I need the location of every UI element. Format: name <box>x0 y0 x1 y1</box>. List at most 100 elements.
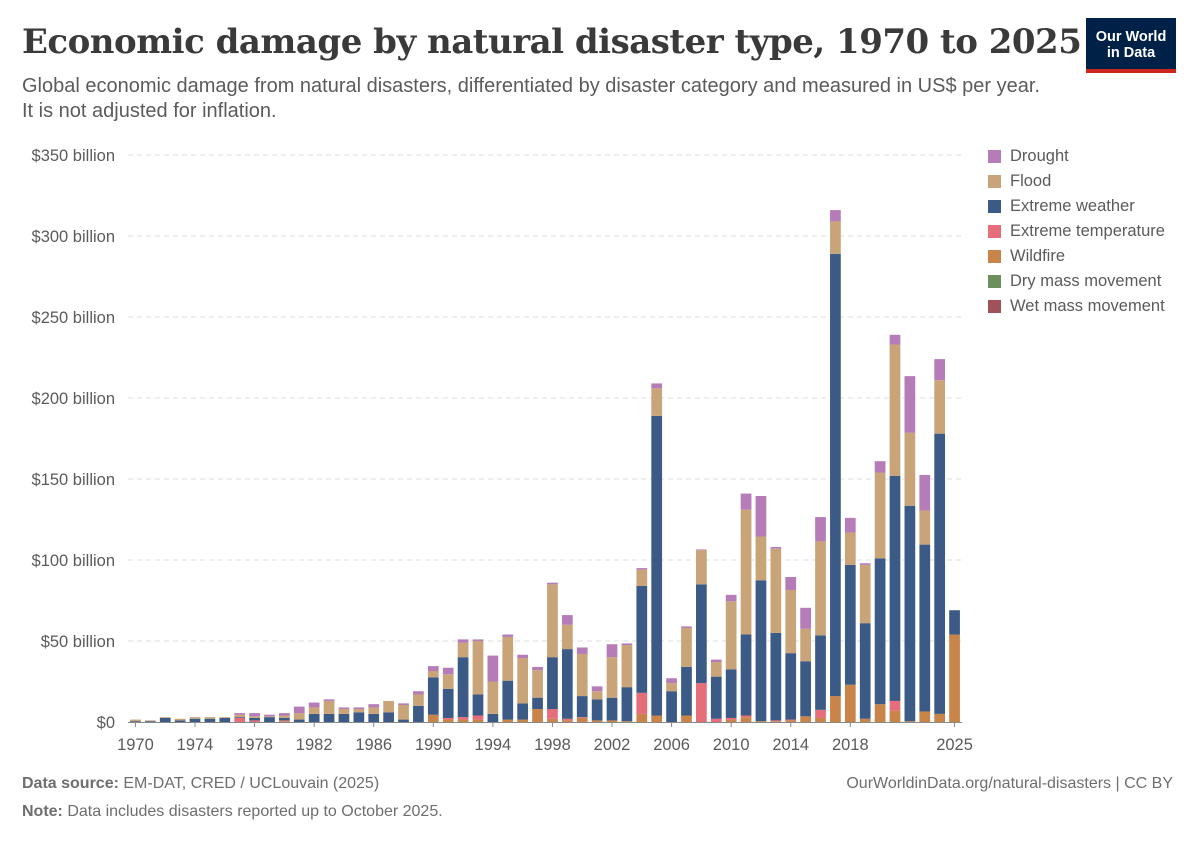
bar-stack <box>130 719 141 722</box>
bar-stack <box>561 615 573 722</box>
bar-segment <box>681 628 692 667</box>
bar-segment <box>204 718 216 722</box>
legend-swatch <box>988 175 1001 188</box>
bar-segment <box>740 717 752 722</box>
bar-segment <box>159 717 171 718</box>
bar-segment <box>279 720 290 722</box>
owid-logo[interactable]: Our World in Data <box>1086 18 1176 73</box>
bar-segment <box>368 707 380 714</box>
bar-segment <box>576 717 588 722</box>
source-link[interactable]: OurWorldinData.org/natural-disasters | C… <box>846 775 1173 792</box>
bar-segment <box>487 713 499 722</box>
note-label: Note: <box>22 803 63 820</box>
legend-swatch <box>988 250 1001 263</box>
bar-segment <box>427 670 439 678</box>
bar-segment <box>919 544 931 712</box>
note-text: Data includes disasters reported up to O… <box>67 803 443 820</box>
bar-segment <box>279 721 290 722</box>
bar-segment <box>457 717 469 720</box>
y-tick-label: $150 billion <box>32 471 115 489</box>
bar-stack <box>338 707 350 722</box>
bar-segment <box>338 713 350 722</box>
bar-segment <box>830 253 841 697</box>
legend-item[interactable]: Dry mass movement <box>988 269 1165 294</box>
bar-segment <box>383 712 394 722</box>
bar-segment <box>606 657 618 698</box>
bar-segment <box>770 721 782 722</box>
bar-segment <box>532 709 543 722</box>
bar-segment <box>234 713 246 715</box>
bar-segment <box>472 715 484 720</box>
bar-segment <box>830 210 841 222</box>
bar-segment <box>651 715 663 722</box>
bar-segment <box>249 713 260 717</box>
bar-segment <box>800 628 811 662</box>
bar-segment <box>130 721 141 722</box>
bar-segment <box>353 712 365 722</box>
bar-segment <box>591 720 603 722</box>
bar-segment <box>770 632 782 721</box>
bar-segment <box>621 643 633 646</box>
bar-segment <box>591 699 603 721</box>
bar-segment <box>636 585 648 693</box>
bar-segment <box>725 601 737 670</box>
bar-segment <box>755 721 767 722</box>
bar-segment <box>919 711 931 722</box>
legend-item[interactable]: Extreme weather <box>988 194 1165 219</box>
y-tick-label: $50 billion <box>41 633 115 651</box>
bar-segment <box>934 359 946 381</box>
bar-segment <box>919 510 931 545</box>
bar-segment <box>815 709 826 718</box>
bar-segment <box>636 568 648 570</box>
bar-segment <box>740 509 752 635</box>
bar-segment <box>696 549 707 551</box>
bar-segment <box>204 717 216 719</box>
bar-segment <box>442 717 454 720</box>
x-tick-label: 2010 <box>713 736 750 754</box>
y-tick-label: $100 billion <box>32 552 115 570</box>
bar-segment <box>502 680 514 720</box>
bar-segment <box>517 654 529 659</box>
legend-label: Wet mass movement <box>1010 297 1165 315</box>
bar-segment <box>398 704 409 720</box>
bar-stack <box>576 647 588 722</box>
bar-stack <box>934 359 946 722</box>
bar-segment <box>949 634 960 722</box>
chart-subtitle: Global economic damage from natural disa… <box>22 75 1040 122</box>
bar-segment <box>219 717 231 718</box>
bar-segment <box>323 699 335 701</box>
bar-segment <box>398 719 409 722</box>
data-source-label: Data source: <box>22 775 119 792</box>
bar-segment <box>353 707 365 710</box>
bar-segment <box>681 666 692 716</box>
bar-segment <box>889 475 901 701</box>
bar-segment <box>934 433 946 714</box>
bar-segment <box>755 580 767 722</box>
bar-segment <box>725 717 737 720</box>
bar-segment <box>606 644 618 658</box>
bar-segment <box>442 667 454 675</box>
bar-stack <box>457 639 469 722</box>
bar-segment <box>785 719 797 721</box>
bar-segment <box>264 716 275 718</box>
bar-segment <box>144 720 156 722</box>
x-tick-label: 1998 <box>534 736 571 754</box>
bar-segment <box>427 666 439 671</box>
legend-item[interactable]: Flood <box>988 169 1165 194</box>
bar-segment <box>696 550 707 585</box>
legend-item[interactable]: Drought <box>988 144 1165 169</box>
bar-segment <box>949 610 960 635</box>
legend-item[interactable]: Wildfire <box>988 244 1165 269</box>
legend: Drought Flood Extreme weather Extreme tempe… <box>988 144 1165 319</box>
x-tick-label: 1994 <box>475 736 512 754</box>
bar-segment <box>755 536 767 581</box>
bar-segment <box>591 691 603 700</box>
bar-segment <box>785 577 797 590</box>
bar-segment <box>502 719 514 722</box>
bar-stack <box>740 493 752 722</box>
legend-item[interactable]: Extreme temperature <box>988 219 1165 244</box>
bar-segment <box>308 707 320 714</box>
legend-item[interactable]: Wet mass movement <box>988 294 1165 319</box>
bar-segment <box>859 623 871 719</box>
bar-segment <box>368 713 380 722</box>
